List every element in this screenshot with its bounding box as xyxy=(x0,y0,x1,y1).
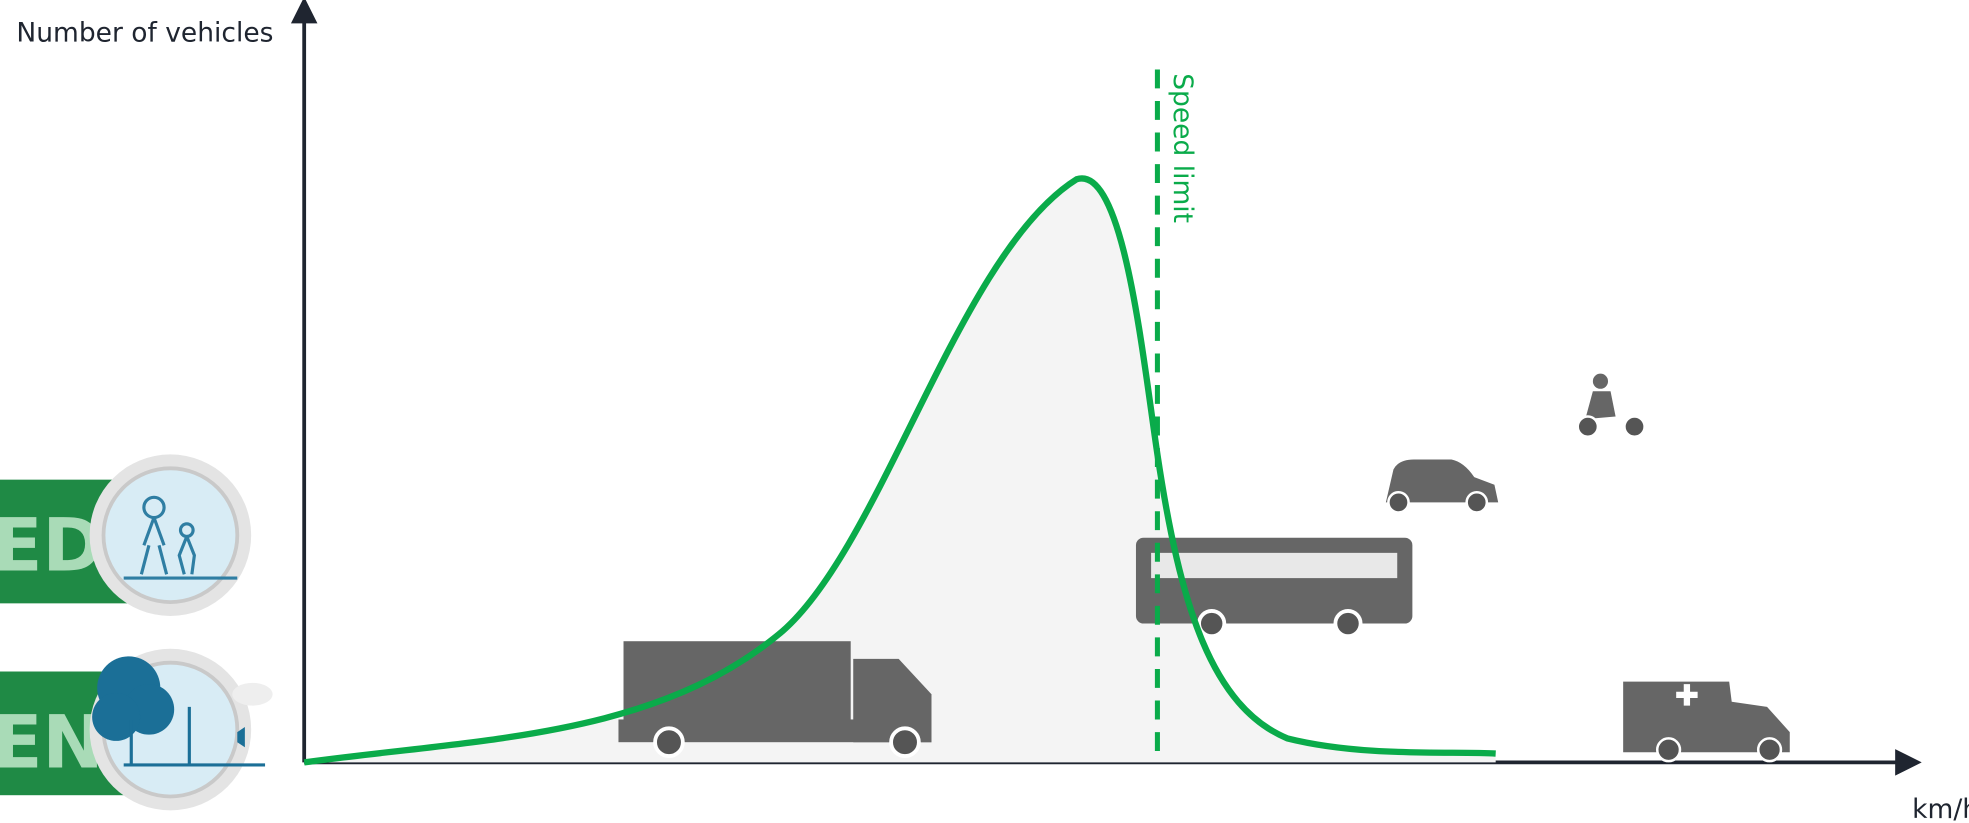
side-panel: ED xyxy=(0,454,252,616)
x-axis-label: km/h xyxy=(1912,794,1969,823)
truck-icon xyxy=(618,641,932,758)
panel-label: ED xyxy=(0,504,103,589)
bus-icon xyxy=(1135,537,1413,639)
ambulance-icon xyxy=(1623,681,1790,763)
curve-area xyxy=(304,178,1496,763)
speed-distribution-curve xyxy=(303,175,1496,766)
y-axis-label: Number of vehicles xyxy=(16,18,273,49)
side-panel: ENT xyxy=(0,648,273,811)
car-icon xyxy=(1385,459,1499,514)
motorcycle-icon xyxy=(1576,373,1646,439)
speed-limit-label: Speed limit xyxy=(1167,73,1198,223)
